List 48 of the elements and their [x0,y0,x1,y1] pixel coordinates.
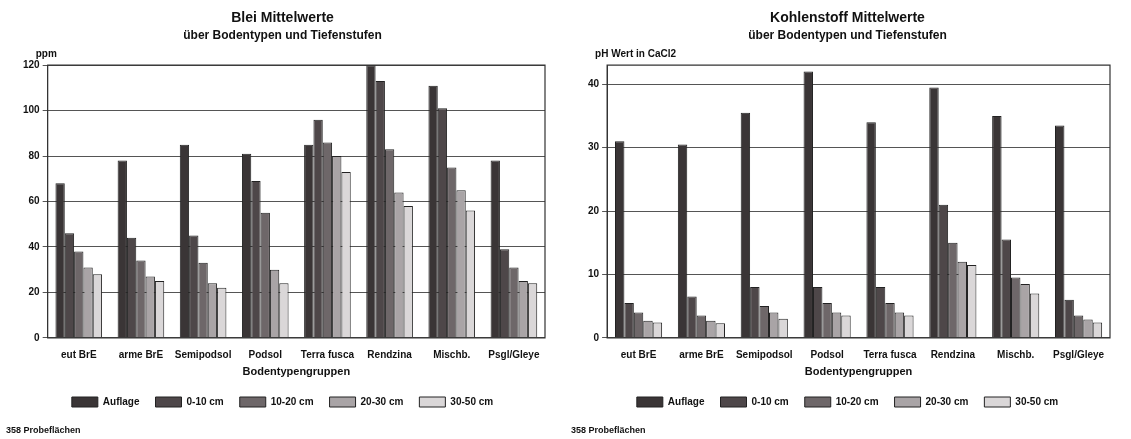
text: 358 Probeflächen [571,424,646,435]
legend-label: 30-50 cm [450,395,494,407]
y-tick-label: 40 [588,77,600,89]
chart-subtitle: über Bodentypen und Tiefenstufen [748,28,947,43]
x-tick-label: arme BrE [679,348,724,360]
y-tick-label: 100 [23,104,41,116]
legend-label: 0-10 cm [751,395,789,407]
legend-label: 20-30 cm [360,395,404,407]
y-tick-label: 40 [28,240,41,252]
x-tick-label: Rendzina [367,348,413,360]
x-tick-label: arme BrE [118,348,164,360]
x-tick-label: Podsol [248,348,283,360]
y-axis-title: pH Wert in CaCl2 [595,47,677,59]
chart-title: Blei Mittelwerte [231,9,335,26]
y-tick-label: 30 [588,141,600,153]
x-axis-title: Bodentypengruppen [804,365,913,378]
legend-label: 20-30 cm [925,395,969,407]
x-axis-title: Bodentypengruppen [242,365,351,378]
x-tick-label: Mischb. [433,348,471,360]
x-tick-label: Semipodsol [174,348,232,360]
y-tick-label: 0 [593,331,600,343]
legend-label: 0-10 cm [186,395,224,407]
legend-label: 30-50 cm [1015,395,1059,407]
text: 358 Probeflächen [6,424,81,435]
legend-label: Auflage [102,395,140,407]
y-tick-label: 20 [588,204,600,216]
x-tick-label: eut BrE [60,348,97,360]
x-tick-label: Terra fusca [300,348,355,360]
x-tick-label: Psgl/Gleye [1053,348,1105,360]
y-tick-label: 60 [28,195,41,207]
y-tick-label: 10 [588,268,600,280]
chart-subtitle: über Bodentypen und Tiefenstufen [183,28,382,43]
x-tick-label: eut BrE [620,348,657,360]
y-tick-label: 20 [28,286,41,298]
x-tick-label: Semipodsol [735,348,793,360]
chart-title: Kohlenstoff Mittelwerte [770,9,926,26]
x-tick-label: Psgl/Gleye [488,348,540,360]
x-tick-label: Terra fusca [863,348,918,360]
x-tick-label: Mischb. [997,348,1035,360]
y-axis-title: ppm [35,47,57,59]
y-tick-label: 0 [34,331,41,343]
x-tick-label: Rendzina [930,348,976,360]
legend-label: 10-20 cm [270,395,314,407]
legend-label: Auflage [667,395,705,407]
legend-label: 10-20 cm [835,395,879,407]
x-tick-label: Podsol [810,348,845,360]
y-tick-label: 120 [23,58,41,70]
y-tick-label: 80 [28,149,41,161]
